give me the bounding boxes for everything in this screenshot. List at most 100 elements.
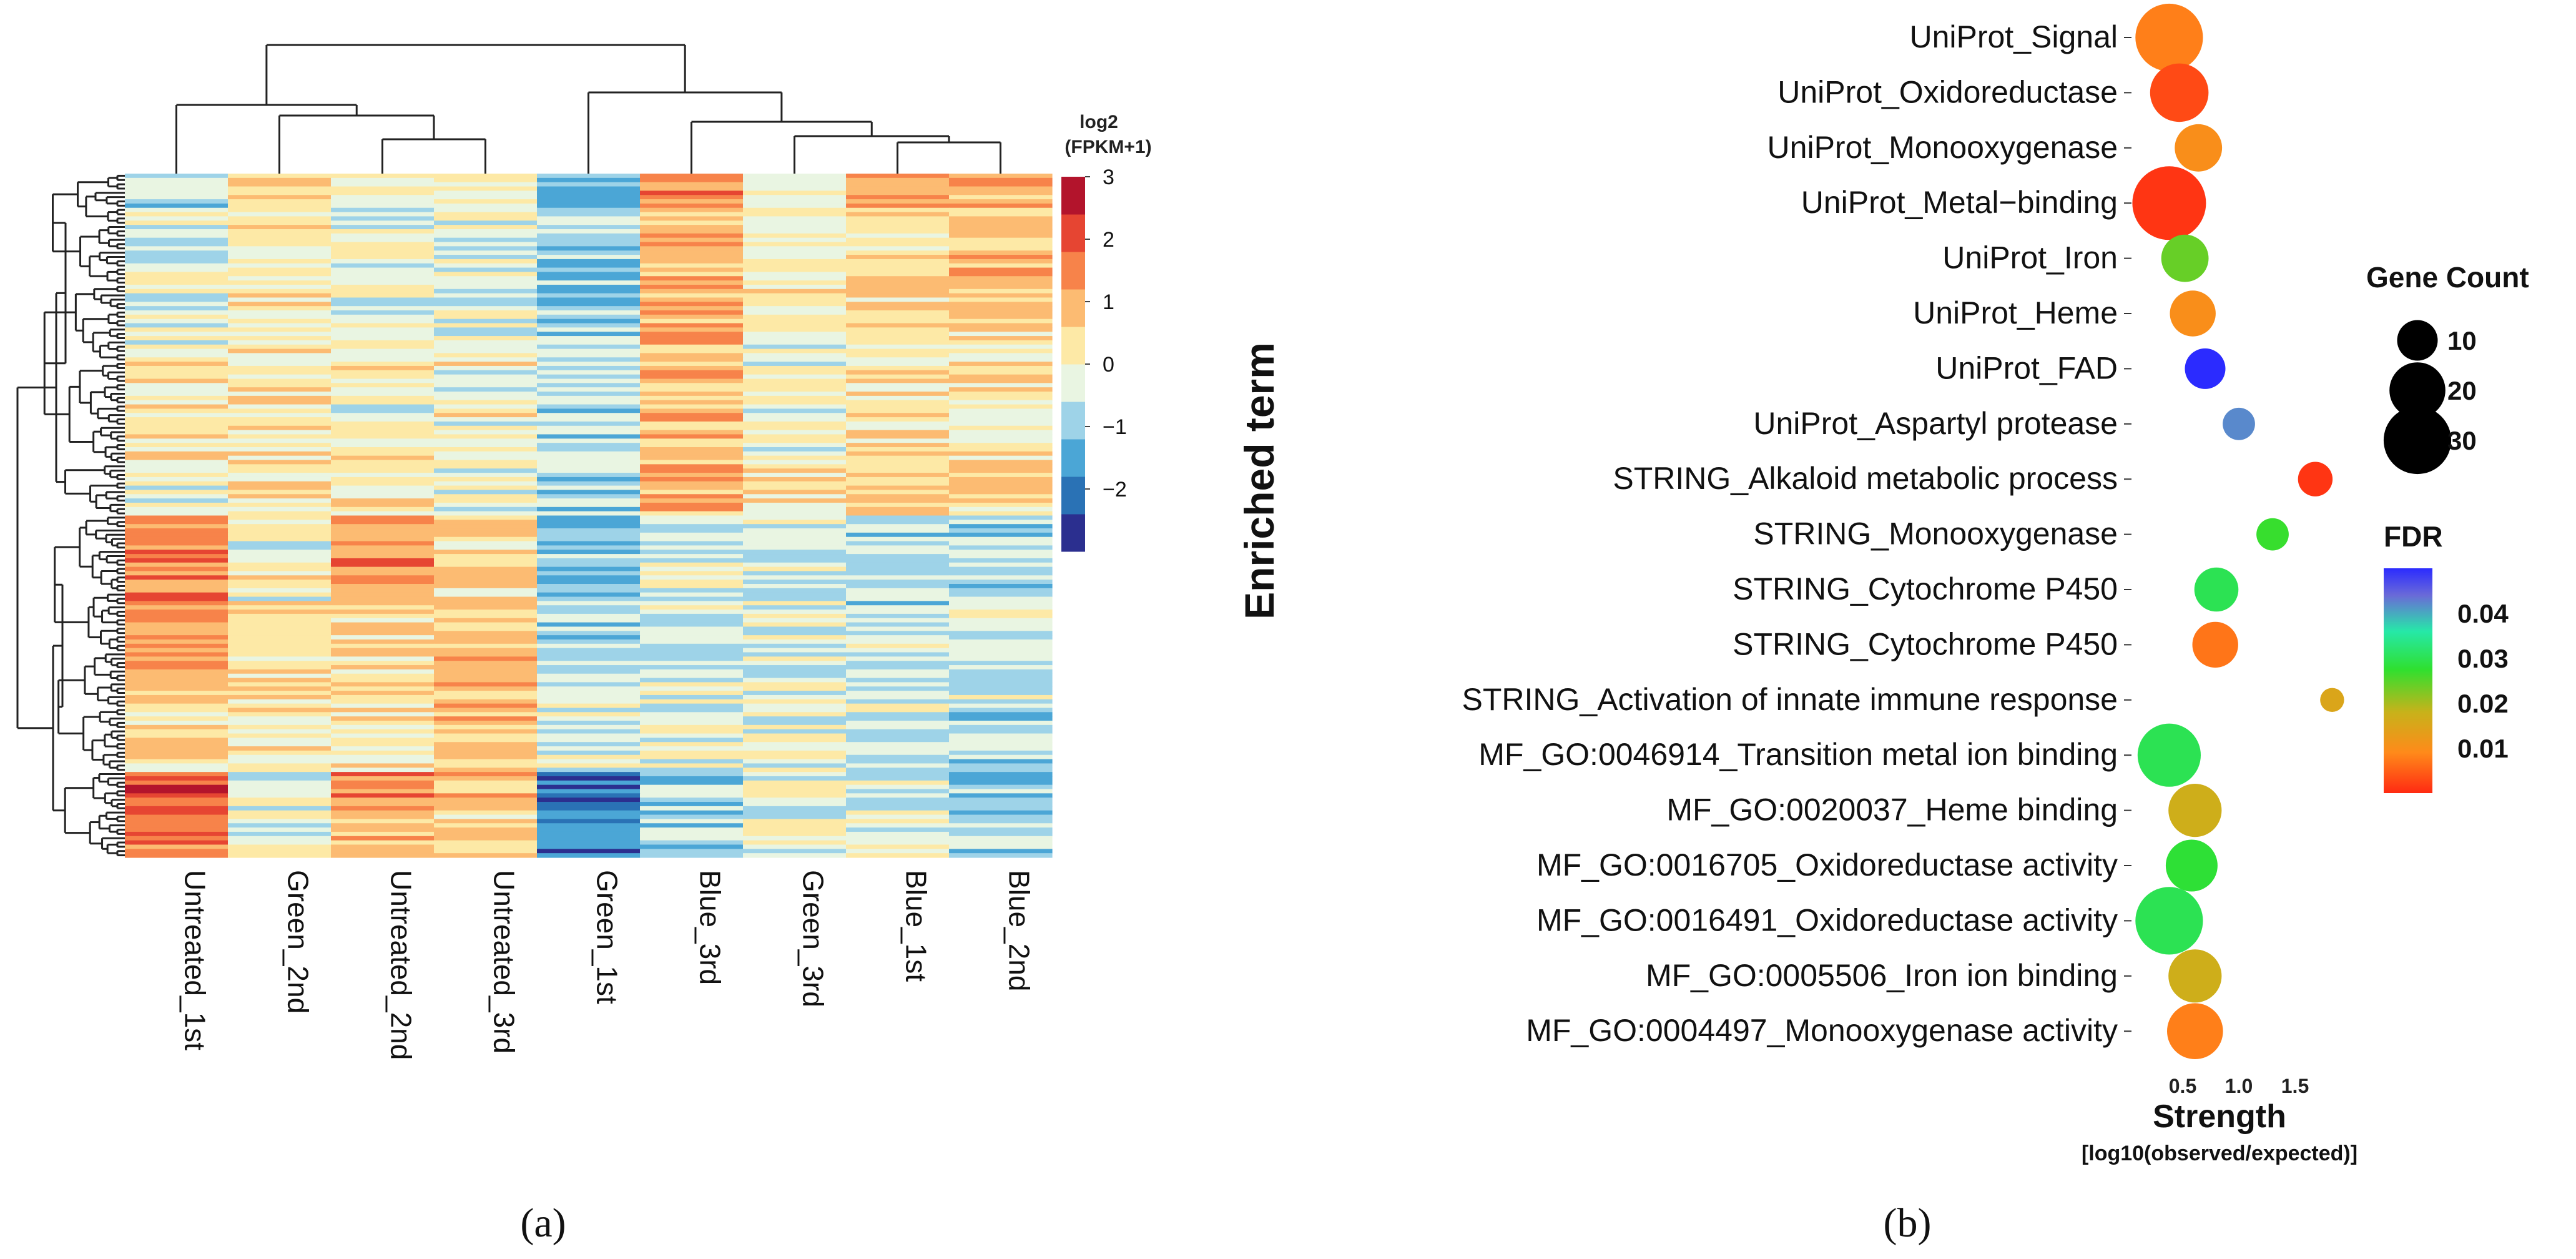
- heatmap-cell: [331, 242, 435, 247]
- heatmap-cell: [125, 520, 229, 525]
- heatmap-cell: [949, 506, 1053, 512]
- heatmap-cell: [949, 473, 1053, 478]
- heatmap-cell: [331, 592, 435, 598]
- heatmap-cell: [537, 464, 641, 469]
- heatmap-cell: [228, 592, 332, 598]
- heatmap-cell: [125, 186, 229, 191]
- heatmap-cell: [228, 182, 332, 187]
- heatmap-cell: [949, 520, 1053, 525]
- heatmap-cell: [537, 297, 641, 302]
- heatmap-cell: [743, 724, 847, 730]
- heatmap-cell: [640, 336, 744, 341]
- heatmap-cell: [846, 759, 950, 764]
- heatmap-cell: [640, 562, 744, 568]
- heatmap-cell: [949, 267, 1053, 272]
- term-label: UniProt_Aspartyl protease: [1753, 406, 2118, 441]
- heatmap-cell: [434, 648, 538, 653]
- heatmap-cell: [331, 605, 435, 610]
- heatmap-cell: [434, 797, 538, 802]
- heatmap-cell: [125, 601, 229, 606]
- heatmap-cell: [743, 455, 847, 461]
- heatmap-cell: [743, 742, 847, 747]
- heatmap-cell: [331, 425, 435, 431]
- heatmap-cell: [331, 310, 435, 315]
- heatmap-cell: [846, 455, 950, 461]
- heatmap-cell: [640, 272, 744, 277]
- heatmap-cell: [743, 712, 847, 717]
- heatmap-cell: [434, 408, 538, 413]
- heatmap-cell: [743, 772, 847, 777]
- heatmap-cell: [640, 190, 744, 195]
- heatmap-cell: [743, 182, 847, 187]
- heatmap-cell: [228, 302, 332, 307]
- legend-swatch: [1061, 364, 1085, 402]
- heatmap-cell: [640, 793, 744, 798]
- heatmap-cell: [640, 823, 744, 828]
- heatmap-cell: [949, 297, 1053, 302]
- heatmap-cell: [125, 588, 229, 593]
- heatmap-cell: [846, 772, 950, 777]
- heatmap-cell: [228, 823, 332, 828]
- heatmap-cell: [228, 378, 332, 383]
- heatmap-cell: [228, 656, 332, 661]
- heatmap-cells: [125, 174, 1053, 858]
- heatmap-cell: [228, 588, 332, 593]
- heatmap-cell: [537, 784, 641, 790]
- heatmap-cell: [846, 370, 950, 375]
- heatmap-cell: [846, 712, 950, 717]
- heatmap-cell: [125, 340, 229, 345]
- heatmap-cell: [125, 810, 229, 816]
- heatmap-cell: [331, 622, 435, 628]
- heatmap-cell: [228, 408, 332, 413]
- heatmap-cell: [640, 460, 744, 465]
- heatmap-cell: [640, 263, 744, 269]
- heatmap-cell: [846, 694, 950, 700]
- heatmap-cell: [743, 588, 847, 593]
- heatmap-cell: [640, 438, 744, 443]
- heatmap-cell: [125, 554, 229, 559]
- heatmap-cell: [228, 806, 332, 811]
- heatmap-cell: [125, 263, 229, 269]
- heatmap-cell: [640, 430, 744, 435]
- heatmap-cell: [125, 370, 229, 375]
- heatmap-cell: [434, 814, 538, 819]
- heatmap-cell: [228, 443, 332, 448]
- heatmap-cell: [228, 237, 332, 243]
- heatmap-cell: [125, 404, 229, 409]
- heatmap-cell: [846, 362, 950, 367]
- heatmap-cell: [434, 481, 538, 486]
- heatmap-cell: [743, 225, 847, 230]
- heatmap-cell: [640, 225, 744, 230]
- heatmap-cell: [434, 297, 538, 302]
- heatmap-cell: [228, 272, 332, 277]
- heatmap-cell: [743, 708, 847, 713]
- heatmap-cell: [434, 682, 538, 687]
- heatmap-cell: [949, 327, 1053, 332]
- heatmap-cell: [846, 336, 950, 341]
- heatmap-cell: [743, 571, 847, 576]
- heatmap-cell: [846, 592, 950, 598]
- heatmap-cell: [125, 182, 229, 187]
- heatmap-cell: [846, 784, 950, 790]
- legend-swatch: [1061, 289, 1085, 327]
- heatmap-cell: [640, 797, 744, 802]
- heatmap-cell: [537, 669, 641, 674]
- heatmap-cell: [331, 780, 435, 786]
- heatmap-cell: [743, 473, 847, 478]
- heatmap-cell: [949, 823, 1053, 828]
- heatmap-cell: [125, 584, 229, 589]
- fdr-legend: FDR 0.040.030.020.01: [2384, 520, 2509, 793]
- heatmap-cell: [846, 853, 950, 858]
- heatmap-cell: [949, 703, 1053, 709]
- heatmap-cell: [640, 413, 744, 418]
- dot: [2256, 518, 2289, 551]
- heatmap-cell: [228, 374, 332, 380]
- heatmap-cell: [640, 661, 744, 666]
- heatmap-cell: [125, 665, 229, 670]
- heatmap-cell: [228, 476, 332, 482]
- heatmap-cell: [846, 383, 950, 388]
- heatmap-cell: [949, 802, 1053, 807]
- heatmap-cell: [846, 447, 950, 452]
- heatmap-cell: [537, 425, 641, 431]
- heatmap-cell: [434, 413, 538, 418]
